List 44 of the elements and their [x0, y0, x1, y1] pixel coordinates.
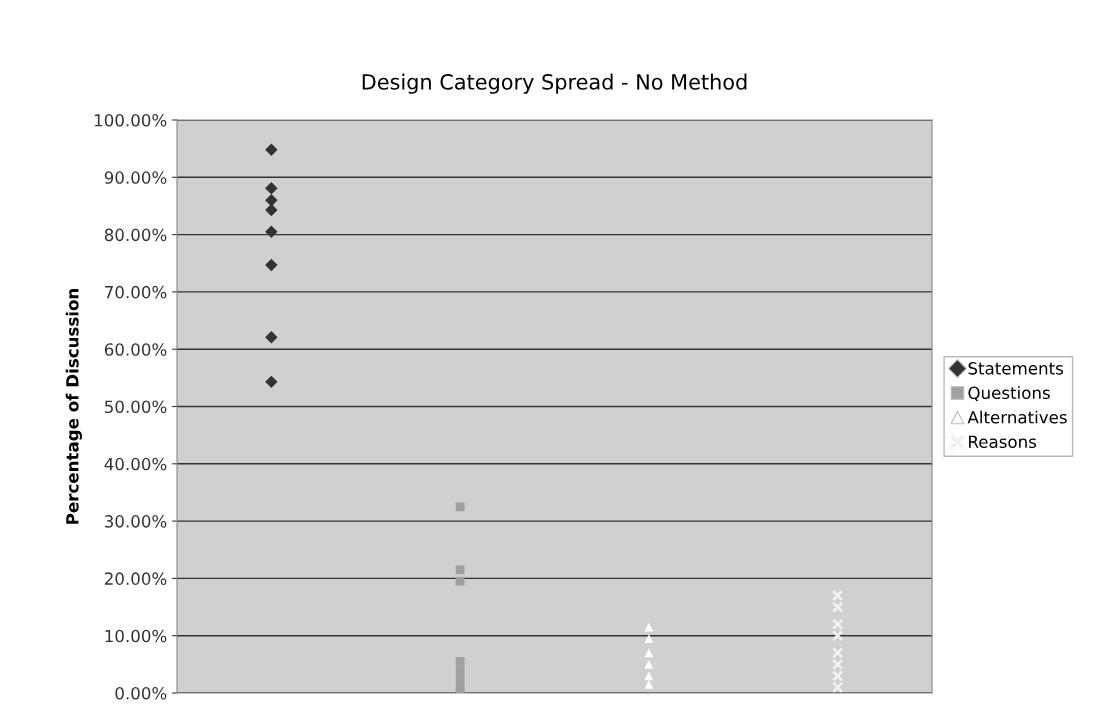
- y-tick-label: 0.00%: [115, 686, 167, 700]
- point: [265, 203, 278, 217]
- point: [265, 181, 278, 195]
- point: [831, 629, 844, 642]
- legend-label: Alternatives: [967, 410, 1067, 424]
- y-tick-label: 80.00%: [104, 228, 167, 242]
- y-tick-label: 100.00%: [94, 113, 167, 127]
- point: [265, 225, 278, 238]
- point: [265, 375, 278, 389]
- point: [644, 680, 654, 689]
- point: [644, 671, 654, 681]
- legend-label: Statements: [968, 362, 1064, 375]
- point: [455, 674, 465, 684]
- point: [455, 657, 465, 666]
- point: [455, 665, 465, 675]
- chart-title: Design Category Spread - No Method: [362, 73, 747, 94]
- y-tick-label: 10.00%: [105, 629, 167, 643]
- point: [831, 618, 844, 631]
- point: [831, 658, 844, 671]
- point: [265, 330, 278, 344]
- point: [265, 143, 278, 157]
- point: [455, 502, 465, 512]
- point: [831, 670, 844, 682]
- point: [455, 576, 465, 586]
- point: [644, 659, 654, 669]
- point: [644, 634, 654, 643]
- y-tick-label: 90.00%: [104, 171, 167, 184]
- y-tick-label: 70.00%: [105, 285, 167, 299]
- legend-label: Reasons: [969, 435, 1037, 449]
- point: [831, 647, 844, 659]
- point: [644, 622, 654, 632]
- legend-label: Questions: [968, 386, 1050, 402]
- point: [265, 258, 278, 272]
- y-tick-label: 60.00%: [104, 343, 167, 356]
- y-tick-label: 40.00%: [104, 457, 167, 471]
- point: [644, 648, 654, 658]
- point: [455, 565, 465, 575]
- y-tick-label: 50.00%: [105, 400, 167, 414]
- point: [831, 681, 844, 693]
- y-tick-label: 20.00%: [104, 572, 167, 585]
- y-axis-title: Percentage of Discussion: [65, 288, 83, 524]
- point: [831, 589, 844, 602]
- point: [831, 601, 844, 613]
- y-tick-label: 30.00%: [105, 515, 167, 528]
